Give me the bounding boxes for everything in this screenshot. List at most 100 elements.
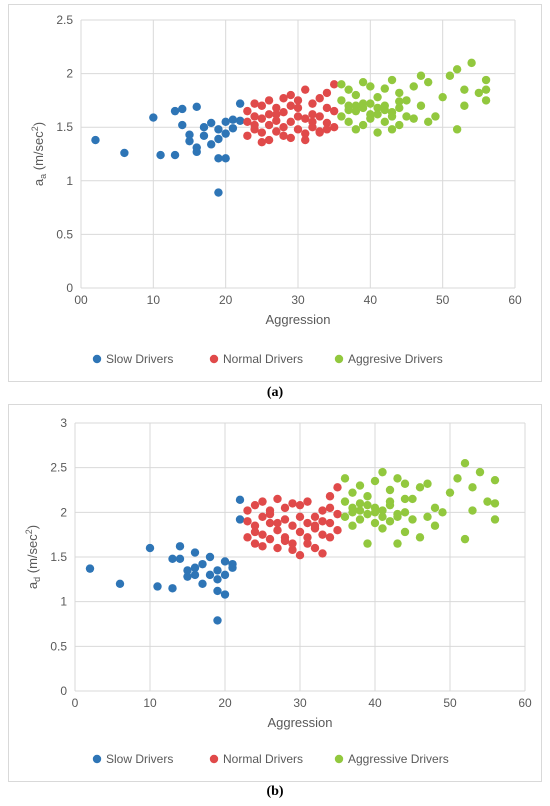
data-point-slow bbox=[228, 563, 237, 572]
data-point-normal bbox=[243, 506, 252, 515]
data-point-normal bbox=[303, 518, 312, 528]
legend-marker bbox=[92, 754, 102, 764]
data-point-aggressive bbox=[402, 112, 411, 121]
x-axis-label: Aggression bbox=[265, 312, 330, 327]
data-point-aggressive bbox=[348, 521, 357, 530]
data-points bbox=[91, 58, 491, 197]
data-point-slow bbox=[220, 570, 230, 580]
data-point-aggressive bbox=[445, 71, 455, 80]
data-point-normal bbox=[322, 118, 332, 128]
x-tick-label: 30 bbox=[291, 293, 305, 307]
data-point-slow bbox=[115, 579, 125, 588]
y-tick-label: 3 bbox=[60, 416, 67, 430]
data-point-aggressive bbox=[431, 112, 440, 121]
data-point-slow bbox=[213, 586, 222, 596]
data-point-slow bbox=[175, 542, 185, 551]
data-point-aggressive bbox=[430, 521, 440, 530]
data-point-normal bbox=[288, 499, 297, 508]
data-point-aggressive bbox=[370, 508, 380, 517]
data-point-slow bbox=[221, 129, 230, 138]
chart-panel-b: 0 10 20 30 40 50 60 0 0.5 1 1.5 2 2.5 3 Aggression ad (… bbox=[8, 404, 542, 782]
data-point-normal bbox=[280, 515, 290, 524]
data-point-slow bbox=[190, 570, 200, 580]
data-point-normal bbox=[286, 133, 295, 143]
data-point-aggressive bbox=[415, 533, 425, 542]
data-point-normal bbox=[257, 128, 267, 137]
data-point-slow bbox=[235, 515, 245, 524]
data-point-aggressive bbox=[416, 101, 426, 110]
data-point-normal bbox=[301, 135, 310, 145]
data-point-aggressive bbox=[363, 500, 372, 510]
data-point-aggressive bbox=[366, 110, 375, 119]
data-point-aggressive bbox=[355, 506, 365, 515]
data-point-normal bbox=[265, 509, 275, 519]
data-point-slow bbox=[168, 584, 177, 593]
data-point-normal bbox=[318, 517, 327, 526]
data-point-normal bbox=[308, 99, 317, 108]
data-point-normal bbox=[293, 125, 303, 134]
data-point-normal bbox=[272, 110, 281, 119]
data-point-normal bbox=[329, 106, 339, 116]
data-point-normal bbox=[303, 533, 312, 542]
data-point-normal bbox=[258, 497, 267, 506]
data-point-aggressive bbox=[415, 483, 425, 492]
data-point-normal bbox=[250, 500, 260, 510]
data-point-normal bbox=[273, 526, 282, 535]
data-point-normal bbox=[243, 106, 252, 116]
data-point-normal bbox=[310, 543, 320, 553]
data-point-slow bbox=[199, 131, 209, 140]
data-point-aggressive bbox=[363, 509, 372, 519]
data-point-aggressive bbox=[378, 506, 387, 515]
y-tick-label: 2 bbox=[66, 67, 73, 81]
x-tick-label: 0 bbox=[72, 696, 79, 710]
legend-marker bbox=[92, 354, 102, 364]
x-tick-label: 00 bbox=[74, 293, 88, 307]
data-point-aggressive bbox=[460, 85, 469, 94]
data-point-slow bbox=[170, 150, 180, 160]
scatter-chart-b: 0 10 20 30 40 50 60 0 0.5 1 1.5 2 2.5 3 Aggression ad (… bbox=[24, 416, 532, 766]
data-point-aggressive bbox=[481, 75, 491, 85]
data-point-slow bbox=[213, 575, 222, 584]
data-point-slow bbox=[220, 557, 230, 566]
data-point-normal bbox=[325, 533, 335, 542]
data-point-normal bbox=[315, 94, 324, 103]
data-point-aggressive bbox=[393, 539, 402, 548]
data-point-normal bbox=[295, 512, 305, 521]
data-point-normal bbox=[250, 99, 259, 108]
y-tick-label: 0 bbox=[60, 684, 67, 698]
data-point-aggressive bbox=[400, 508, 410, 517]
y-tick-label: 1 bbox=[66, 174, 73, 188]
data-point-normal bbox=[303, 539, 312, 548]
y-axis-label: aa (m/sec2) bbox=[30, 122, 48, 186]
data-point-normal bbox=[273, 518, 282, 528]
data-point-aggressive bbox=[423, 479, 432, 488]
data-point-slow bbox=[213, 616, 222, 625]
data-point-aggressive bbox=[363, 539, 372, 548]
data-point-normal bbox=[250, 112, 259, 121]
data-point-slow bbox=[221, 117, 230, 127]
data-point-aggressive bbox=[395, 120, 404, 130]
data-point-normal bbox=[318, 549, 327, 558]
data-point-aggressive bbox=[340, 474, 350, 483]
data-point-aggressive bbox=[395, 103, 404, 113]
y-tick-label: 0.5 bbox=[56, 227, 73, 241]
data-point-slow bbox=[205, 570, 215, 580]
data-point-aggressive bbox=[373, 110, 382, 119]
data-point-aggressive bbox=[344, 105, 353, 115]
y-tick-label: 1 bbox=[60, 595, 67, 609]
legend-marker bbox=[209, 754, 219, 764]
y-tick-label: 2.5 bbox=[50, 461, 67, 475]
y-tick-label: 1.5 bbox=[50, 550, 67, 564]
data-point-normal bbox=[301, 114, 310, 123]
data-point-normal bbox=[315, 112, 324, 121]
data-point-aggressive bbox=[363, 492, 372, 501]
data-point-normal bbox=[258, 530, 267, 539]
x-tick-label: 40 bbox=[364, 293, 378, 307]
data-point-normal bbox=[264, 110, 274, 119]
data-point-aggressive bbox=[378, 524, 387, 533]
data-point-normal bbox=[322, 125, 332, 134]
x-tick-label: 20 bbox=[219, 293, 233, 307]
data-point-slow bbox=[198, 559, 207, 569]
data-point-aggressive bbox=[351, 125, 361, 134]
x-axis-label: Aggression bbox=[267, 715, 332, 730]
